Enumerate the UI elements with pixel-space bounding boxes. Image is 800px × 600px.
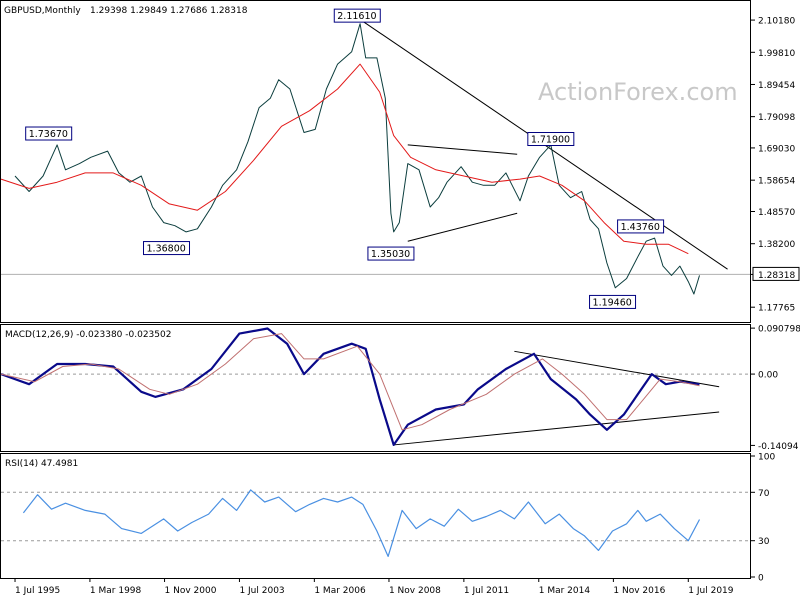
ytick-label: 1.89454 (758, 81, 795, 91)
rsi-title: RSI(14) 47.4981 (5, 459, 78, 469)
price-label-box (25, 126, 73, 141)
ytick-label: 0.00 (758, 371, 778, 381)
macd-title: MACD(12,26,9) -0.023380 -0.023502 (5, 330, 171, 340)
current-price-label: 1.28318 (758, 271, 795, 281)
ytick-label: 1.79098 (758, 113, 795, 123)
xtick-label: 1 Jul 2011 (464, 586, 509, 596)
price-label-box (617, 219, 665, 234)
watermark: ActionForex.com (538, 78, 738, 106)
ytick-label: 100 (758, 453, 775, 463)
ytick-label: 1.69030 (758, 144, 795, 154)
xtick-label: 1 Mar 1998 (90, 586, 142, 596)
ytick-label: 0.090798 (758, 325, 800, 335)
price-label: 1.71900 (531, 135, 570, 146)
trendline (393, 411, 720, 446)
price-label: 1.35030 (371, 249, 410, 260)
price-label-box (333, 8, 381, 23)
xtick-label: 1 Jul 2019 (688, 586, 733, 596)
price-label-box (143, 241, 191, 256)
price-label-box (527, 132, 575, 147)
macd-panel (0, 324, 751, 452)
ohlc-label: 1.29398 1.29849 1.27686 1.28318 (90, 6, 248, 16)
xtick-label: 1 Nov 2000 (165, 586, 217, 596)
price-label: 1.19460 (593, 297, 632, 308)
rsi-line (22, 489, 701, 557)
ytick-label: 1.17765 (758, 304, 795, 314)
current-price-box (752, 266, 800, 281)
moving-average-line (0, 63, 689, 255)
xtick-label: 1 Nov 2008 (389, 586, 441, 596)
macd-line (0, 327, 700, 446)
ytick-label: 0 (758, 574, 764, 584)
ytick-label: -0.14094 (758, 442, 799, 452)
price-panel (0, 0, 751, 323)
trendline (407, 144, 518, 155)
ytick-label: 30 (758, 537, 770, 547)
rsi-panel (0, 453, 751, 579)
symbol-label: GBPUSD,Monthly (4, 6, 81, 16)
price-line (14, 23, 700, 295)
ytick-label: 70 (758, 489, 770, 499)
ytick-label: 1.58654 (758, 177, 795, 187)
ytick-label: 1.99810 (758, 49, 795, 59)
price-label-box (367, 246, 415, 261)
price-label: 1.43760 (621, 222, 660, 233)
trendline (514, 350, 720, 388)
price-label: 1.36800 (147, 244, 186, 255)
xtick-label: 1 Jul 1995 (15, 586, 60, 596)
xtick-label: 1 Nov 2016 (613, 586, 665, 596)
signal-line (0, 333, 700, 431)
ytick-label: 2.10180 (758, 17, 795, 27)
ytick-label: 1.48570 (758, 208, 795, 218)
price-label: 2.11610 (337, 11, 376, 22)
price-label-box (589, 294, 637, 309)
xtick-label: 1 Mar 2006 (314, 586, 366, 596)
xtick-label: 1 Jul 2003 (239, 586, 284, 596)
xtick-label: 1 Mar 2014 (539, 586, 591, 596)
ytick-label: 1.38200 (758, 240, 795, 250)
trendline (407, 212, 518, 242)
price-label: 1.73670 (29, 129, 68, 140)
